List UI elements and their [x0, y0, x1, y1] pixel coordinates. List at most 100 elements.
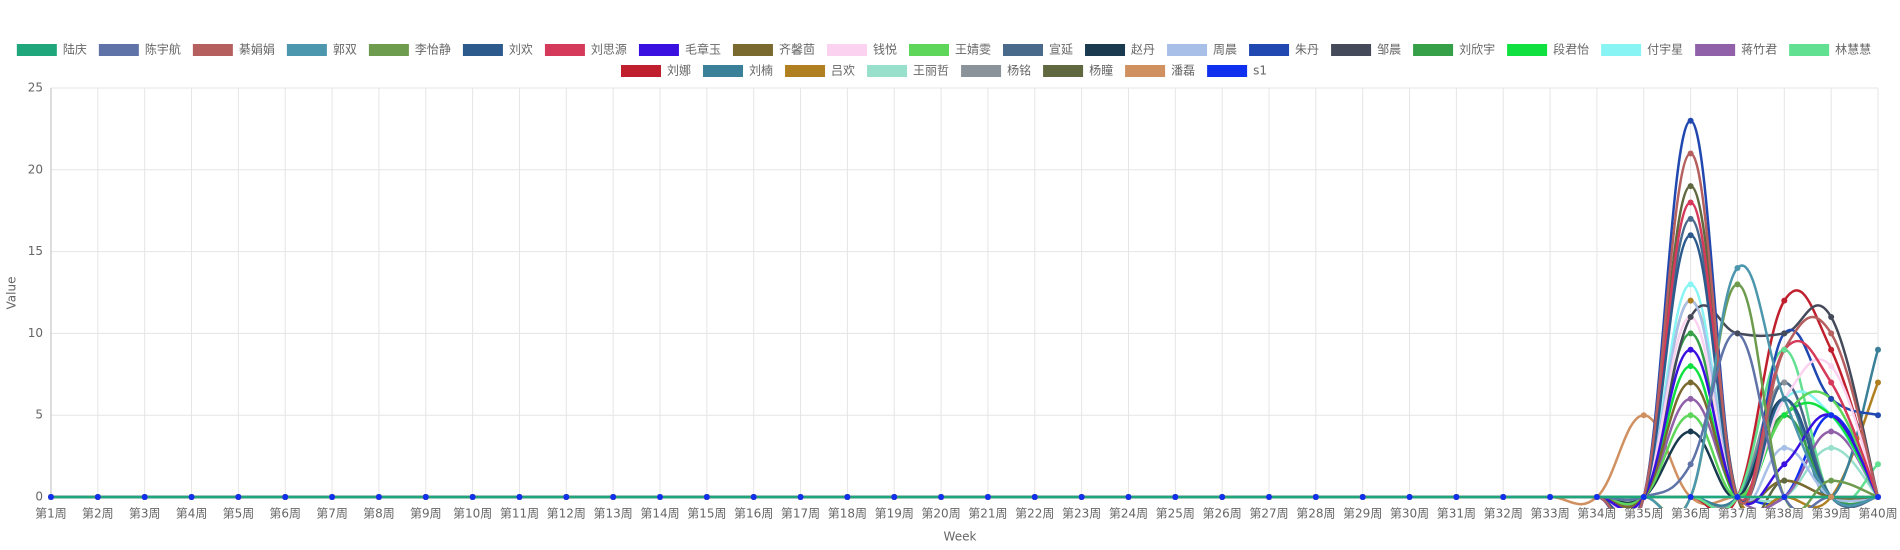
x-tick-label: 第39周: [1812, 507, 1851, 521]
data-point: [1687, 297, 1694, 304]
legend-label: 郭双: [333, 43, 357, 57]
data-point: [1687, 183, 1694, 190]
legend-item: 周晨: [1167, 43, 1237, 57]
legend-swatch: [98, 44, 139, 56]
data-point: [1078, 494, 1085, 500]
data-point: [1687, 330, 1694, 337]
x-tick-label: 第9周: [410, 507, 442, 521]
data-point: [1734, 330, 1741, 337]
legend-swatch: [621, 65, 661, 77]
legend-label: 吕欢: [831, 63, 855, 78]
data-point: [938, 494, 945, 500]
data-point: [1640, 494, 1647, 500]
legend-label: 邹晨: [1377, 43, 1401, 57]
x-tick-label: 第23周: [1062, 507, 1101, 521]
x-tick-label: 第36周: [1671, 507, 1710, 521]
y-axis-label: Value: [5, 277, 19, 310]
data-point: [422, 494, 429, 500]
x-tick-label: 第30周: [1390, 507, 1429, 521]
legend-item: 王丽哲: [867, 64, 949, 78]
legend-label: 綦娟娟: [239, 43, 275, 57]
legend-item: 李怡静: [368, 42, 451, 57]
legend-item: 朱丹: [1249, 43, 1319, 57]
data-point: [1781, 297, 1788, 304]
data-point: [1828, 346, 1835, 353]
y-tick-label: 10: [28, 326, 43, 340]
legend-item: 刘思源: [544, 43, 627, 57]
legend-label: 刘娜: [667, 64, 691, 78]
legend-swatch: [732, 44, 773, 56]
data-point: [1875, 379, 1881, 386]
legend-swatch: [1789, 44, 1830, 56]
data-point: [1687, 281, 1694, 288]
series-line: [51, 283, 1879, 508]
legend-label: 毛章玉: [685, 42, 721, 57]
legend-item: 王婧雯: [908, 42, 991, 57]
legend-item: 刘楠: [703, 63, 773, 78]
legend-swatch: [286, 44, 327, 56]
x-tick-label: 第4周: [176, 507, 208, 521]
x-tick-label: 第35周: [1624, 507, 1663, 521]
data-point: [1031, 494, 1038, 500]
legend-swatch: [1695, 44, 1736, 56]
legend-swatch: [1249, 44, 1290, 56]
data-point: [516, 494, 523, 500]
x-tick-label: 第20周: [921, 507, 960, 521]
x-tick-label: 第16周: [734, 507, 773, 521]
x-tick-label: 第2周: [82, 507, 114, 521]
x-tick-label: 第6周: [269, 507, 301, 521]
data-point: [469, 494, 476, 500]
legend-label: 蒋竹君: [1741, 43, 1777, 57]
data-point: [1359, 494, 1366, 500]
legend-label: 王婧雯: [955, 42, 991, 57]
x-tick-label: 第38周: [1765, 507, 1804, 521]
data-point: [703, 494, 710, 500]
legend-item: 潘磊: [1125, 64, 1195, 78]
data-point: [1500, 494, 1507, 500]
data-point: [1875, 346, 1881, 353]
data-point: [1828, 444, 1835, 451]
legend-swatch: [1043, 65, 1084, 77]
legend-swatch: [544, 44, 585, 56]
grid: 0 5 10 15 20 25 第1周 第2周 第3周 第4周 第5周 第6周 第7周 第8周 第9周 第10…: [28, 81, 1898, 521]
data-point: [1687, 494, 1694, 500]
data-point: [1453, 494, 1460, 500]
x-tick-label: 第1周: [35, 507, 67, 521]
y-tick-label: 15: [28, 244, 43, 258]
legend-swatch: [1601, 44, 1642, 56]
legend-swatch: [638, 44, 679, 56]
data-point: [329, 494, 336, 500]
data-point: [1875, 494, 1881, 500]
legend-item: 刘欣宇: [1413, 43, 1495, 57]
x-tick-label: 第8周: [363, 507, 395, 521]
series-line: [51, 332, 1879, 508]
data-point: [1828, 395, 1835, 402]
data-point: [844, 494, 851, 500]
series-line: [51, 289, 1880, 508]
x-tick-label: 第17周: [781, 507, 820, 521]
legend-label: 宣延: [1049, 42, 1073, 57]
series-line: [51, 413, 1880, 506]
data-point: [235, 494, 242, 500]
x-tick-label: 第24周: [1109, 507, 1148, 521]
data-point: [1781, 461, 1788, 468]
legend-swatch: [368, 44, 409, 56]
legend-item: 陈宇航: [98, 42, 181, 57]
legend-swatch: [1207, 65, 1248, 77]
data-point: [1266, 494, 1272, 500]
legend-label: 陆庆: [63, 42, 87, 57]
legend-item: 邹晨: [1331, 43, 1401, 57]
legend-item: 宣延: [1003, 42, 1073, 57]
y-tick-label: 0: [35, 490, 43, 504]
legend-label: 齐馨茴: [779, 42, 815, 57]
y-tick-label: 5: [35, 408, 43, 422]
legend-label: 潘磊: [1171, 64, 1195, 78]
legend-item: 钱悦: [826, 42, 897, 57]
data-point: [1875, 412, 1881, 419]
data-point: [1828, 412, 1835, 419]
legend-item: 赵丹: [1085, 43, 1155, 57]
legend-item: 段君怡: [1507, 42, 1589, 57]
series-line: [51, 152, 1880, 508]
legend-swatch: [867, 65, 908, 77]
